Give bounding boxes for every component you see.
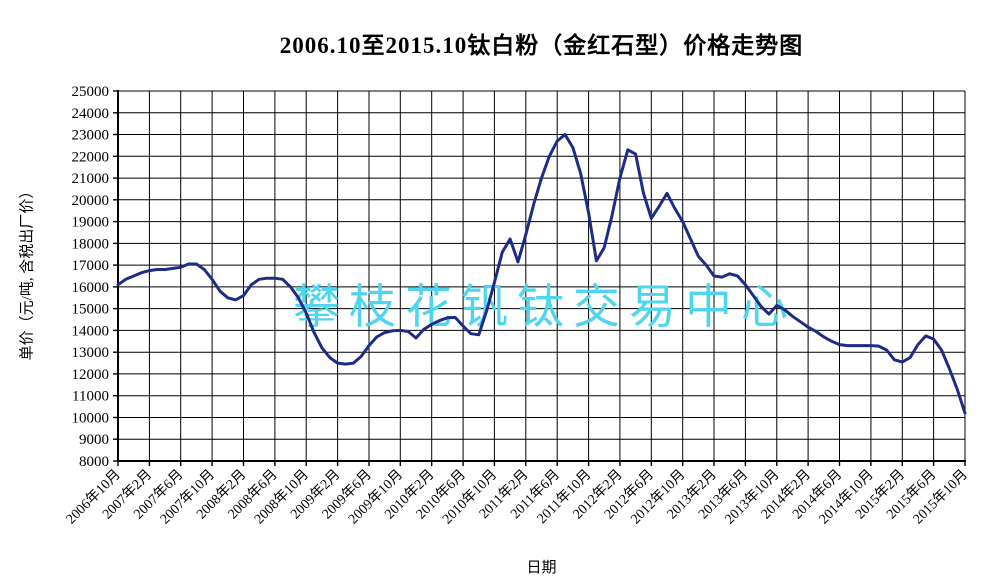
horizontal-gridlines [113, 90, 965, 462]
y-tick-label: 17000 [72, 258, 110, 274]
y-tick-label: 18000 [72, 236, 110, 252]
y-tick-label: 25000 [72, 84, 110, 100]
y-tick-label: 22000 [72, 149, 110, 165]
y-tick-labels: 8000 9000 10000 11000 12000 13000 14000 15000 16… [72, 84, 110, 470]
y-tick-label: 15000 [72, 302, 110, 318]
y-tick-label: 16000 [72, 280, 110, 296]
chart-title: 2006.10至2015.10钛白粉（金红石型）价格走势图 [279, 33, 804, 58]
y-tick-label: 23000 [72, 128, 110, 144]
y-tick-label: 20000 [72, 193, 110, 209]
y-tick-label: 11000 [72, 389, 109, 405]
y-tick-label: 10000 [72, 411, 110, 427]
y-tick-label: 24000 [72, 106, 110, 122]
y-tick-label: 8000 [79, 454, 109, 470]
y-tick-label: 12000 [72, 367, 110, 383]
y-tick-label: 9000 [79, 432, 109, 448]
x-axis-title: 日期 [526, 560, 557, 576]
y-tick-label: 14000 [72, 323, 110, 339]
axes [117, 90, 966, 462]
vertical-gridlines [117, 91, 966, 466]
y-tick-label: 19000 [72, 215, 110, 231]
y-tick-label: 13000 [72, 345, 110, 361]
watermark-text: 攀枝花钒钛交易中心 [293, 282, 797, 334]
y-tick-label: 21000 [72, 171, 110, 187]
price-line [116, 133, 967, 415]
